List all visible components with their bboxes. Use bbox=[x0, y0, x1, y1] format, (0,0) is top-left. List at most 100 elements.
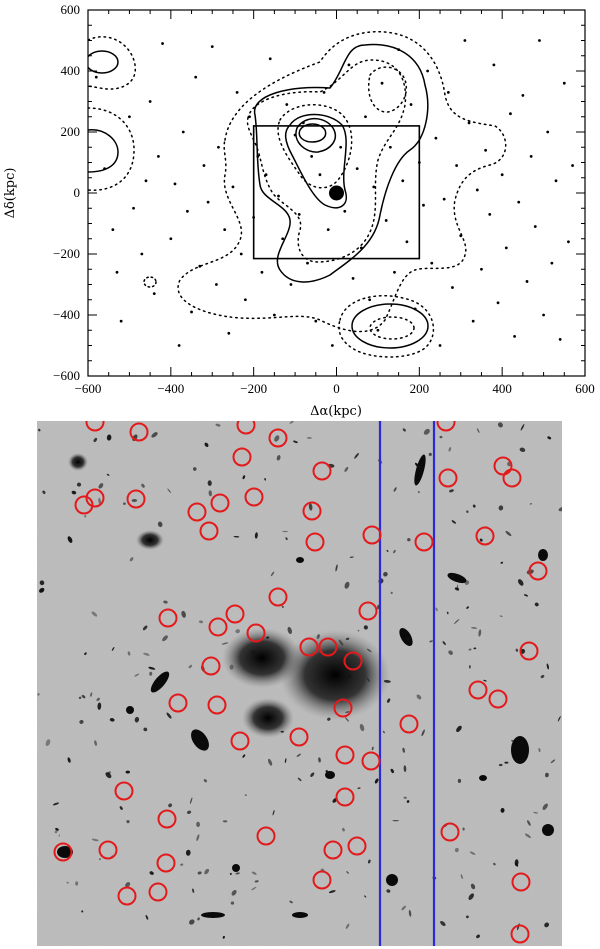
faint-source bbox=[390, 591, 393, 594]
faint-source bbox=[386, 889, 391, 893]
galaxy-point bbox=[235, 90, 239, 94]
faint-source bbox=[393, 549, 396, 554]
galaxy-point bbox=[538, 39, 541, 42]
faint-source bbox=[423, 428, 430, 435]
faint-source bbox=[542, 803, 548, 810]
faint-source bbox=[123, 502, 126, 505]
member-circle bbox=[168, 693, 188, 713]
field-box bbox=[252, 125, 421, 260]
faint-source bbox=[166, 712, 172, 719]
faint-source bbox=[149, 671, 153, 676]
faint-source bbox=[357, 787, 361, 790]
faint-source bbox=[393, 487, 397, 492]
faint-source bbox=[55, 827, 59, 831]
galaxy-point bbox=[306, 261, 309, 265]
faint-source bbox=[558, 506, 562, 512]
faint-source bbox=[476, 934, 480, 939]
galaxy-point bbox=[210, 45, 214, 48]
faint-source bbox=[464, 580, 470, 585]
faint-source bbox=[354, 452, 359, 459]
faint-source bbox=[429, 640, 433, 643]
faint-source bbox=[453, 618, 460, 625]
member-circle bbox=[114, 781, 134, 801]
faint-source bbox=[289, 421, 295, 424]
galaxy-point bbox=[285, 103, 289, 106]
member-circle bbox=[156, 853, 176, 873]
galaxy-point bbox=[434, 136, 438, 140]
galaxy-point bbox=[322, 90, 326, 94]
galaxy-point bbox=[554, 179, 558, 183]
y-tick-label: −600 bbox=[53, 368, 80, 383]
faint-source bbox=[274, 435, 280, 442]
faint-source bbox=[125, 882, 131, 888]
faint-source bbox=[79, 719, 84, 724]
faint-source bbox=[284, 758, 287, 763]
slit-lines bbox=[378, 421, 436, 946]
faint-source bbox=[254, 532, 258, 539]
galaxy-point bbox=[297, 212, 301, 216]
faint-source bbox=[189, 919, 195, 925]
faint-source bbox=[280, 730, 284, 733]
faint-source bbox=[524, 833, 531, 838]
faint-source bbox=[342, 827, 345, 832]
faint-source bbox=[293, 440, 298, 444]
galaxy-point bbox=[567, 240, 570, 244]
faint-source bbox=[276, 455, 281, 461]
galaxy-point bbox=[393, 270, 396, 274]
member-circle bbox=[335, 745, 355, 765]
galaxy-point bbox=[301, 121, 305, 125]
galaxy-point bbox=[239, 252, 243, 256]
galaxy-point bbox=[181, 130, 185, 134]
y-tick-label: 400 bbox=[61, 63, 81, 78]
faint-source bbox=[75, 881, 79, 886]
faint-source bbox=[254, 880, 259, 883]
faint-source bbox=[457, 778, 462, 783]
galaxy-point bbox=[256, 155, 260, 158]
member-circle bbox=[85, 488, 105, 508]
galaxies bbox=[57, 453, 554, 918]
faint-source bbox=[96, 697, 100, 702]
y-tick-label: 600 bbox=[61, 2, 81, 17]
galaxy-point bbox=[115, 270, 119, 274]
faint-source bbox=[439, 435, 443, 439]
faint-source bbox=[421, 729, 425, 737]
galaxy-point bbox=[214, 283, 218, 286]
galaxy-point bbox=[405, 240, 409, 244]
faint-source bbox=[167, 488, 172, 493]
member-circle bbox=[436, 421, 456, 432]
faint-source bbox=[357, 629, 360, 632]
faint-source bbox=[344, 466, 349, 472]
faint-source bbox=[181, 610, 186, 618]
faint-source bbox=[469, 851, 476, 855]
faint-source bbox=[497, 422, 503, 428]
faint-source bbox=[125, 770, 130, 774]
galaxy-point bbox=[546, 130, 550, 134]
member-circle bbox=[244, 487, 264, 507]
faint-source bbox=[91, 838, 99, 842]
faint-source bbox=[145, 914, 149, 920]
galaxy-point bbox=[128, 115, 131, 119]
faint-source bbox=[442, 641, 446, 646]
galaxy-point bbox=[430, 261, 434, 265]
faint-source bbox=[462, 827, 465, 831]
member-circle bbox=[207, 695, 227, 715]
faint-source bbox=[187, 810, 192, 814]
faint-source bbox=[533, 811, 539, 814]
galaxy-point bbox=[359, 246, 363, 250]
faint-source bbox=[538, 747, 541, 753]
faint-source bbox=[97, 702, 102, 710]
galaxy-point bbox=[529, 155, 533, 158]
galaxy-point bbox=[103, 167, 106, 171]
galaxy-point bbox=[227, 331, 231, 335]
faint-source bbox=[93, 437, 98, 443]
galaxy-point bbox=[264, 173, 268, 177]
galaxy-point bbox=[217, 145, 220, 149]
galaxy-point bbox=[438, 344, 442, 347]
faint-source bbox=[416, 694, 422, 700]
galaxy-point bbox=[272, 313, 276, 317]
faint-source bbox=[267, 758, 273, 766]
faint-source bbox=[134, 673, 140, 677]
faint-source bbox=[451, 520, 456, 524]
x-axis-label: Δα(kpc) bbox=[310, 404, 362, 419]
galaxy-point bbox=[463, 39, 467, 42]
